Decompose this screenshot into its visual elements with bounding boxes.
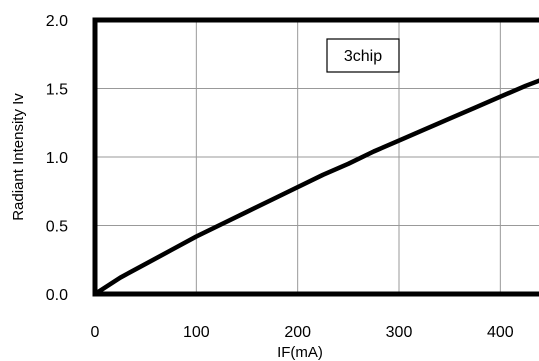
y-tick-label: 0.5 [46,219,68,236]
series-line [92,78,539,297]
x-tick-label: 400 [487,324,514,341]
x-axis-label: IF(mA) [277,344,323,361]
annotation-text: 3chip [344,48,382,65]
x-tick-labels: 0 100 200 300 400 [91,324,514,341]
series-layer [92,78,539,297]
annotation-border [326,38,400,73]
x-tick-label: 300 [386,324,413,341]
x-tick-label: 100 [183,324,210,341]
x-tick-label: 200 [284,324,311,341]
annotation-box: 3chip [326,38,400,73]
y-tick-labels: 0.0 0.5 1.0 1.5 2.0 [46,13,68,304]
y-tick-label: 0.0 [46,287,68,304]
y-axis-label: Radiant Intensity Iv [10,93,27,221]
y-tick-label: 1.5 [46,82,68,99]
x-tick-label: 0 [91,324,100,341]
y-tick-label: 2.0 [46,13,68,30]
plot-frame [92,17,539,297]
y-tick-label: 1.0 [46,150,68,167]
